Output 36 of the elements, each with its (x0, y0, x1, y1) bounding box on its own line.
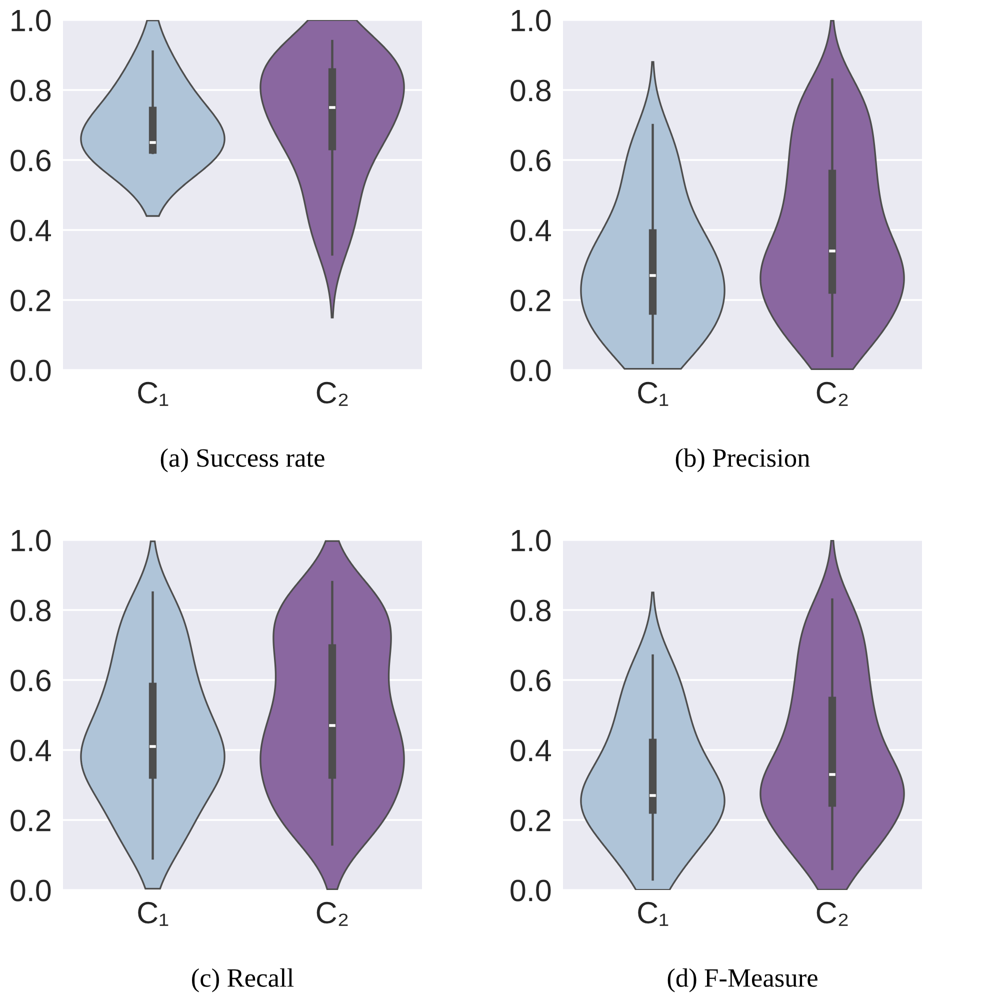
x-tick-label: C₂ (316, 382, 348, 406)
text: (c) Recall (192, 968, 294, 992)
y-tick-label: 0.0 (10, 360, 51, 382)
y-tick-label: 0.6 (510, 670, 551, 692)
x-tick-label: C₂ (316, 902, 348, 926)
y-tick-label: 0.0 (510, 360, 551, 382)
y-tick-label: 0.4 (510, 740, 551, 762)
y-tick-label: 0.0 (10, 880, 51, 902)
y-tick-label: 0.2 (510, 290, 550, 312)
text: (a) Success rate (160, 448, 324, 472)
y-tick-label: 0.6 (510, 150, 551, 172)
y-tick-label: 1.0 (512, 530, 551, 552)
x-tick-label: C₁ (638, 902, 668, 926)
y-tick-label: 0.8 (510, 600, 551, 622)
x-tick-label: C₂ (816, 902, 848, 926)
y-tick-label: 0.8 (10, 600, 51, 622)
y-tick-label: 0.8 (510, 80, 551, 102)
y-tick-label: 0.4 (10, 220, 51, 242)
y-tick-label: 0.4 (10, 740, 51, 762)
y-tick-label: 1.0 (12, 10, 51, 32)
x-tick-label: C₁ (138, 902, 168, 926)
text: (b) Precision (676, 448, 810, 472)
x-tick-label: C₂ (816, 382, 848, 406)
y-tick-label: 0.2 (10, 290, 50, 312)
y-tick-label: 0.6 (10, 670, 51, 692)
y-tick-label: 0.4 (510, 220, 551, 242)
text: (d) F-Measure (668, 968, 818, 992)
y-tick-label: 1.0 (512, 10, 551, 32)
y-tick-label: 1.0 (12, 530, 51, 552)
y-tick-label: 0.2 (510, 810, 550, 832)
y-tick-label: 0.6 (10, 150, 51, 172)
y-tick-label: 0.2 (10, 810, 50, 832)
y-tick-label: 0.8 (10, 80, 51, 102)
y-tick-label: 0.0 (510, 880, 551, 902)
x-tick-label: C₁ (638, 382, 668, 406)
x-tick-label: C₁ (138, 382, 168, 406)
